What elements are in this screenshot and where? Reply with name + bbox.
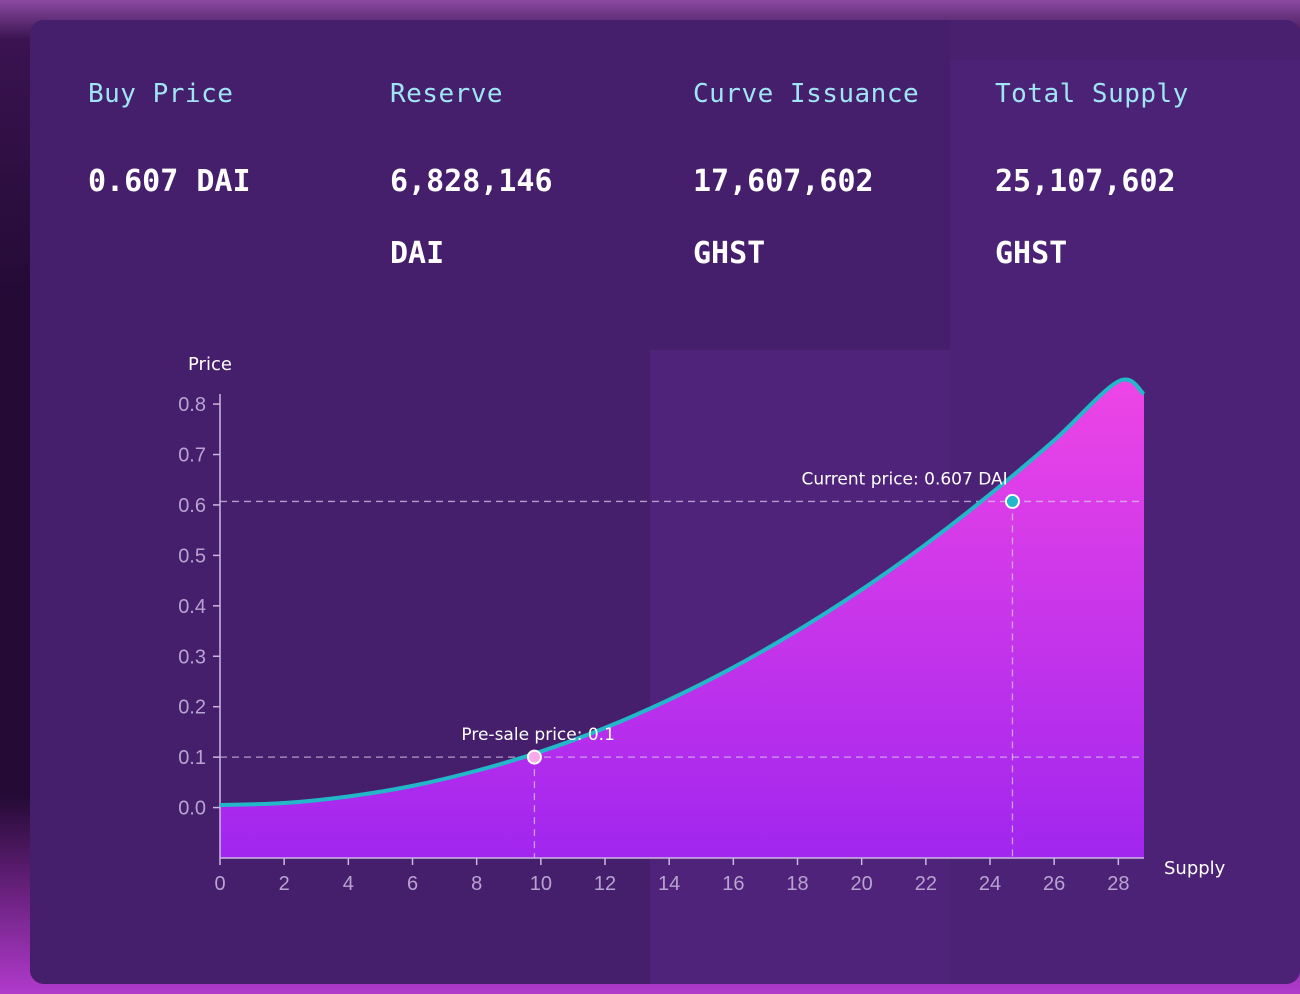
x-tick-label: 28 (1107, 873, 1129, 895)
stat-value: 25,107,602 GHST (995, 164, 1176, 271)
y-tick-label: 0.8 (178, 394, 206, 416)
stats-row: Buy Price 0.607 DAI Reserve 6,828,146 DA… (88, 78, 1288, 298)
y-axis-title: Price (188, 354, 232, 375)
x-tick-label: 14 (658, 873, 680, 895)
stat-label: Buy Price (88, 79, 234, 109)
x-tick-label: 6 (407, 873, 418, 895)
x-tick-label: 22 (915, 873, 937, 895)
area-fill (220, 379, 1144, 858)
stat-buy-price: Buy Price 0.607 DAI (88, 78, 348, 218)
stat-label: Total Supply (995, 79, 1189, 109)
x-tick-label: 2 (279, 873, 290, 895)
annotation-marker (526, 749, 542, 765)
x-tick-label: 16 (722, 873, 744, 895)
stat-label: Reserve (390, 79, 504, 109)
y-tick-label: 0.2 (178, 697, 206, 719)
stat-value: 0.607 DAI (88, 164, 251, 199)
x-tick-label: 4 (343, 873, 354, 895)
x-tick-label: 10 (530, 873, 552, 895)
x-tick-label: 12 (594, 873, 616, 895)
y-tick-label: 0.4 (178, 596, 206, 618)
y-tick-label: 0.5 (178, 545, 206, 567)
annotation-label: Current price: 0.607 DAI (801, 469, 1007, 489)
stat-label: Curve Issuance (693, 79, 920, 109)
stat-curve-issuance: Curve Issuance 17,607,602 GHST (693, 78, 953, 290)
y-tick-label: 0.0 (178, 798, 206, 820)
x-tick-label: 26 (1043, 873, 1065, 895)
x-tick-label: 20 (851, 873, 873, 895)
y-tick-label: 0.6 (178, 495, 206, 517)
x-tick-label: 8 (471, 873, 482, 895)
stat-value: 6,828,146 DAI (390, 164, 553, 271)
annotation-label: Pre-sale price: 0.1 (461, 725, 614, 745)
price-curve-line (219, 377, 1146, 808)
y-tick-label: 0.7 (178, 445, 206, 467)
x-tick-label: 24 (979, 873, 1001, 895)
stat-total-supply: Total Supply 25,107,602 GHST (995, 78, 1255, 290)
x-tick-label: 18 (786, 873, 808, 895)
y-tick-label: 0.3 (178, 646, 206, 668)
x-tick-label: 0 (214, 873, 225, 895)
stat-value: 17,607,602 GHST (693, 164, 874, 271)
bonding-curve-chart: 0 2 4 6 8 10 12 14 16 18 20 22 24 26 280.00.10.20.30.4… (178, 354, 1226, 895)
annotation-marker (1004, 493, 1020, 509)
y-tick-label: 0.1 (178, 747, 206, 769)
x-axis-title: Supply (1164, 858, 1226, 879)
stat-reserve: Reserve 6,828,146 DAI (390, 78, 650, 290)
